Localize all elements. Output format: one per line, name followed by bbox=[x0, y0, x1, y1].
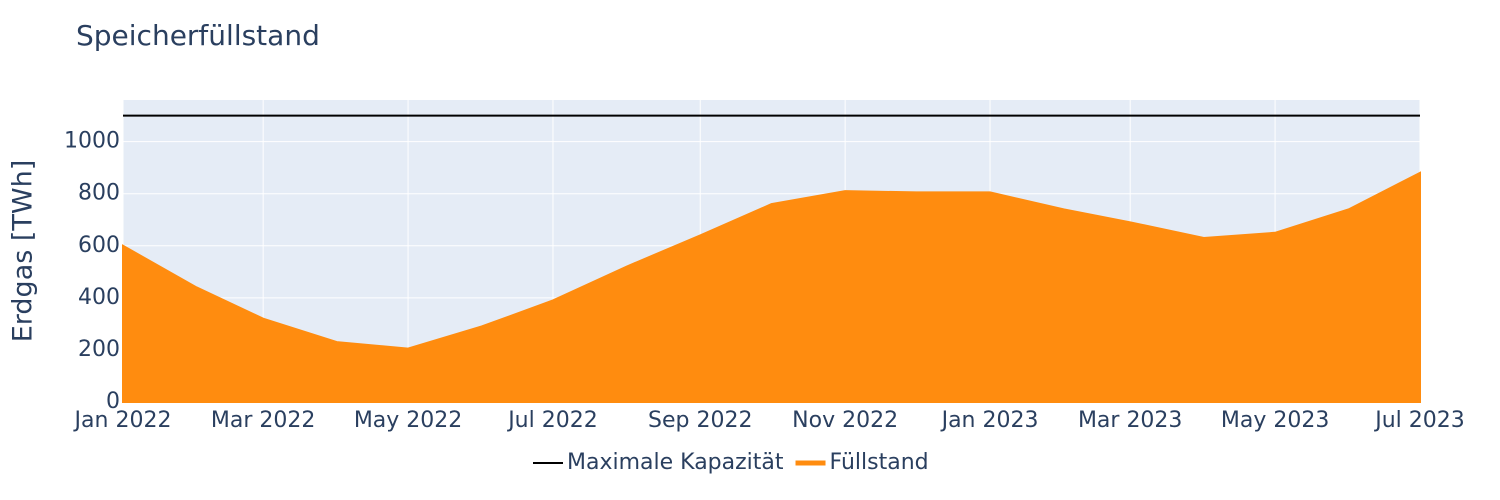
x-tick-label: Nov 2022 bbox=[792, 408, 898, 433]
y-tick-label: 800 bbox=[78, 181, 120, 206]
chart-title: Speicherfüllstand bbox=[76, 19, 320, 52]
legend-label: Füllstand bbox=[830, 450, 929, 475]
x-tick-label: Jul 2022 bbox=[506, 408, 598, 433]
y-tick-label: 0 bbox=[106, 389, 120, 414]
x-tick-label: Jan 2022 bbox=[73, 408, 172, 433]
x-tick-label: May 2023 bbox=[1221, 408, 1329, 433]
x-tick-label: Mar 2023 bbox=[1078, 408, 1183, 433]
x-tick-label: May 2022 bbox=[354, 408, 462, 433]
legend-label: Maximale Kapazität bbox=[567, 450, 784, 475]
y-tick-label: 600 bbox=[78, 233, 120, 258]
y-tick-label: 200 bbox=[78, 337, 120, 362]
x-tick-label: Jul 2023 bbox=[1373, 408, 1465, 433]
area bbox=[122, 171, 1421, 403]
y-tick-label: 1000 bbox=[64, 129, 120, 154]
x-tick-label: Sep 2022 bbox=[648, 408, 752, 433]
x-tick-label: Jan 2023 bbox=[940, 408, 1039, 433]
y-tick-label: 400 bbox=[78, 285, 120, 310]
y-axis-label: Erdgas [TWh] bbox=[8, 160, 39, 343]
x-tick-label: Mar 2022 bbox=[211, 408, 316, 433]
